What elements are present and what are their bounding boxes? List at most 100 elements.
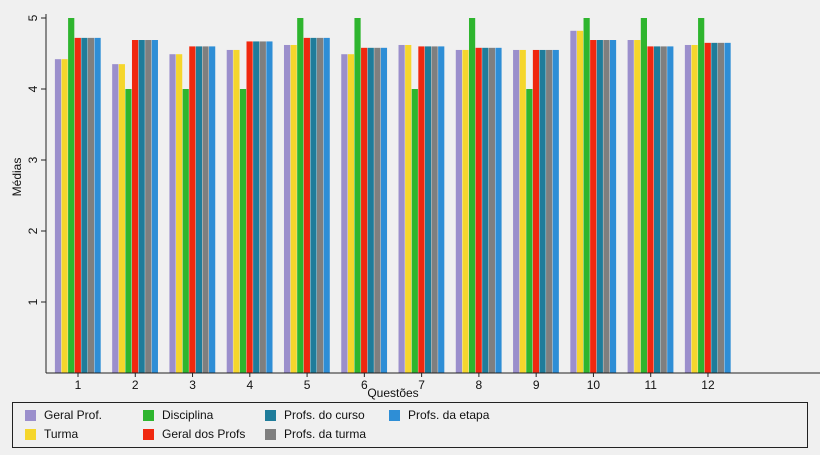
bar-geral-dos-profs-q7 xyxy=(418,46,425,374)
bar-turma-q2 xyxy=(118,64,125,374)
legend-label: Geral Prof. xyxy=(44,408,103,422)
x-tick-label: 3 xyxy=(189,378,196,392)
bar-geral-dos-profs-q2 xyxy=(131,40,139,373)
bar-profs-da-turma-q8 xyxy=(488,47,495,373)
legend-item: Geral Prof. xyxy=(25,408,102,422)
bar-profs-do-curso-q7 xyxy=(424,46,432,374)
legend-swatch xyxy=(25,409,36,421)
x-tick-label: 5 xyxy=(304,378,311,392)
bar-turma-q8 xyxy=(462,49,469,373)
legend: Geral Prof. Turma Disciplina Geral dos Prof… xyxy=(12,402,808,448)
bar-geral-dos-profs-q4 xyxy=(246,41,253,374)
x-tick-label: 8 xyxy=(476,378,483,392)
bar-profs-do-curso-q2 xyxy=(138,40,145,373)
bar-geral-dos-profs-q12 xyxy=(704,42,711,373)
bar-turma-q1 xyxy=(61,59,68,374)
y-tick-label: 4 xyxy=(26,85,40,92)
y-ticks-group: 1 2 3 4 5 xyxy=(26,14,46,305)
bar-profs-da-turma-q6 xyxy=(374,47,381,373)
legend-swatch xyxy=(143,409,154,421)
bar-disciplina-q5 xyxy=(297,18,304,373)
bar-geral-prof--q4 xyxy=(226,49,233,373)
legend-label: Turma xyxy=(44,427,79,441)
bar-profs-da-turma-q1 xyxy=(87,37,95,373)
bar-disciplina-q2 xyxy=(125,89,132,373)
bar-profs-da-etapa-q4 xyxy=(266,41,273,374)
bar-turma-q11 xyxy=(634,40,641,373)
bar-profs-da-etapa-q2 xyxy=(151,40,158,373)
bar-turma-q3 xyxy=(176,54,183,374)
legend-item: Disciplina xyxy=(143,408,213,422)
bar-turma-q5 xyxy=(290,44,297,373)
x-ticks-group: 1 2 3 4 5 6 7 8 9 10 11 12 xyxy=(75,373,715,392)
bar-profs-da-turma-q3 xyxy=(202,46,209,374)
legend-label: Profs. da etapa xyxy=(408,408,490,422)
bar-profs-da-turma-q12 xyxy=(717,42,725,373)
y-axis-label: Médias xyxy=(10,158,24,197)
bar-disciplina-q1 xyxy=(68,18,75,373)
bar-profs-da-etapa-q12 xyxy=(724,42,731,373)
y-tick-label: 5 xyxy=(26,14,40,21)
bar-profs-do-curso-q6 xyxy=(367,47,374,373)
y-tick-label: 2 xyxy=(26,227,40,234)
bar-geral-prof--q6 xyxy=(341,54,348,374)
y-tick-label: 1 xyxy=(26,298,40,305)
bar-disciplina-q3 xyxy=(182,89,189,373)
x-tick-label: 1 xyxy=(75,378,82,392)
bar-geral-prof--q5 xyxy=(283,44,291,373)
bar-profs-do-curso-q1 xyxy=(81,37,88,373)
bar-geral-dos-profs-q8 xyxy=(475,47,482,373)
bar-profs-da-etapa-q6 xyxy=(380,47,388,373)
x-tick-label: 6 xyxy=(361,378,368,392)
bar-profs-do-curso-q10 xyxy=(596,40,603,373)
bar-profs-da-turma-q10 xyxy=(603,40,610,373)
bar-turma-q10 xyxy=(576,30,584,374)
bars-group xyxy=(54,18,731,374)
x-axis-label: Questões xyxy=(367,386,418,400)
bar-geral-dos-profs-q1 xyxy=(74,37,81,373)
bar-profs-da-etapa-q7 xyxy=(438,46,445,374)
bar-disciplina-q8 xyxy=(468,18,476,373)
bar-geral-prof--q2 xyxy=(112,64,119,374)
bar-profs-do-curso-q9 xyxy=(539,49,546,373)
bar-profs-da-etapa-q11 xyxy=(667,46,674,374)
bar-disciplina-q6 xyxy=(354,18,361,373)
bar-geral-prof--q9 xyxy=(513,49,520,373)
bar-turma-q7 xyxy=(405,44,412,373)
bar-geral-prof--q1 xyxy=(54,59,62,374)
bar-profs-do-curso-q5 xyxy=(310,37,317,373)
bar-geral-prof--q7 xyxy=(398,44,405,373)
legend-swatch xyxy=(389,409,400,421)
legend-item: Profs. da etapa xyxy=(389,408,489,422)
bar-geral-dos-profs-q9 xyxy=(532,49,540,373)
bar-turma-q12 xyxy=(691,44,698,373)
bar-profs-da-etapa-q9 xyxy=(552,49,559,373)
legend-swatch xyxy=(265,428,276,440)
x-tick-label: 7 xyxy=(418,378,425,392)
bar-geral-dos-profs-q5 xyxy=(303,37,310,373)
legend-label: Disciplina xyxy=(162,408,214,422)
bar-profs-da-turma-q4 xyxy=(259,41,266,374)
legend-label: Profs. da turma xyxy=(284,427,367,441)
y-tick-label: 3 xyxy=(26,156,40,163)
bar-turma-q4 xyxy=(233,49,240,373)
x-tick-label: 10 xyxy=(587,378,601,392)
bar-disciplina-q4 xyxy=(239,89,247,373)
bar-profs-da-turma-q11 xyxy=(660,46,667,374)
bar-profs-da-turma-q7 xyxy=(431,46,438,374)
bar-profs-da-etapa-q1 xyxy=(94,37,101,373)
bar-geral-dos-profs-q11 xyxy=(647,46,654,374)
x-tick-label: 2 xyxy=(132,378,139,392)
bar-profs-da-turma-q9 xyxy=(546,49,553,373)
bar-geral-prof--q12 xyxy=(684,44,692,373)
bar-disciplina-q11 xyxy=(640,18,647,373)
x-tick-label: 12 xyxy=(701,378,715,392)
bar-profs-da-etapa-q8 xyxy=(495,47,502,373)
bar-profs-da-etapa-q5 xyxy=(323,37,330,373)
legend-item: Turma xyxy=(25,427,78,441)
bar-disciplina-q7 xyxy=(411,89,418,373)
bar-turma-q6 xyxy=(347,54,355,374)
legend-swatch xyxy=(25,428,36,440)
bar-turma-q9 xyxy=(519,49,526,373)
bar-geral-dos-profs-q6 xyxy=(361,47,368,373)
